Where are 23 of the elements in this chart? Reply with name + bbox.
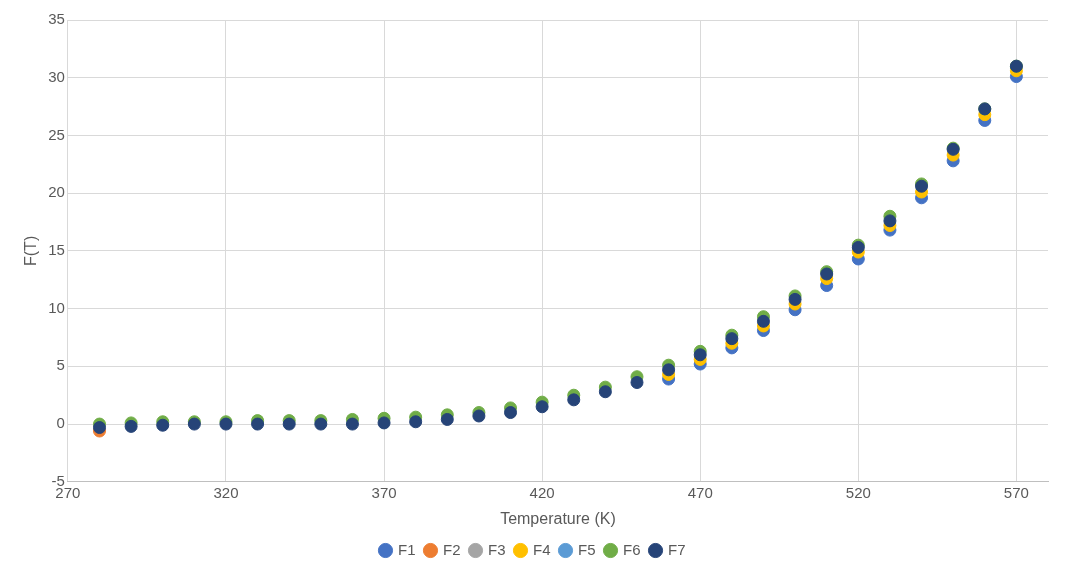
y-axis-title: F(T): [22, 235, 40, 266]
legend-label: F6: [623, 540, 641, 558]
legend-label: F4: [533, 540, 551, 558]
x-tick-label: 570: [1003, 483, 1029, 501]
x-tick-label: 320: [213, 483, 239, 501]
legend-label: F5: [578, 540, 596, 558]
x-tick-label: 370: [371, 483, 397, 501]
y-tick-label: 30: [48, 67, 65, 85]
x-axis-title: Temperature (K): [500, 509, 616, 527]
y-tick-label: 10: [48, 298, 65, 316]
x-tick-label: 420: [529, 483, 555, 501]
legend-label: F3: [487, 540, 506, 558]
legend-label: F2: [442, 540, 461, 558]
y-tick-label: 35: [48, 10, 65, 28]
y-tick-label: 25: [48, 125, 65, 143]
y-tick-label: 20: [48, 183, 65, 201]
x-tick-label: 520: [845, 483, 871, 501]
y-tick-label: 15: [48, 241, 65, 259]
y-tick-label: 5: [56, 356, 65, 374]
x-tick-label: 470: [687, 483, 713, 501]
y-tick-label: 0: [56, 414, 65, 432]
legend-label: F1: [397, 540, 416, 558]
legend-label: F7: [668, 540, 686, 558]
